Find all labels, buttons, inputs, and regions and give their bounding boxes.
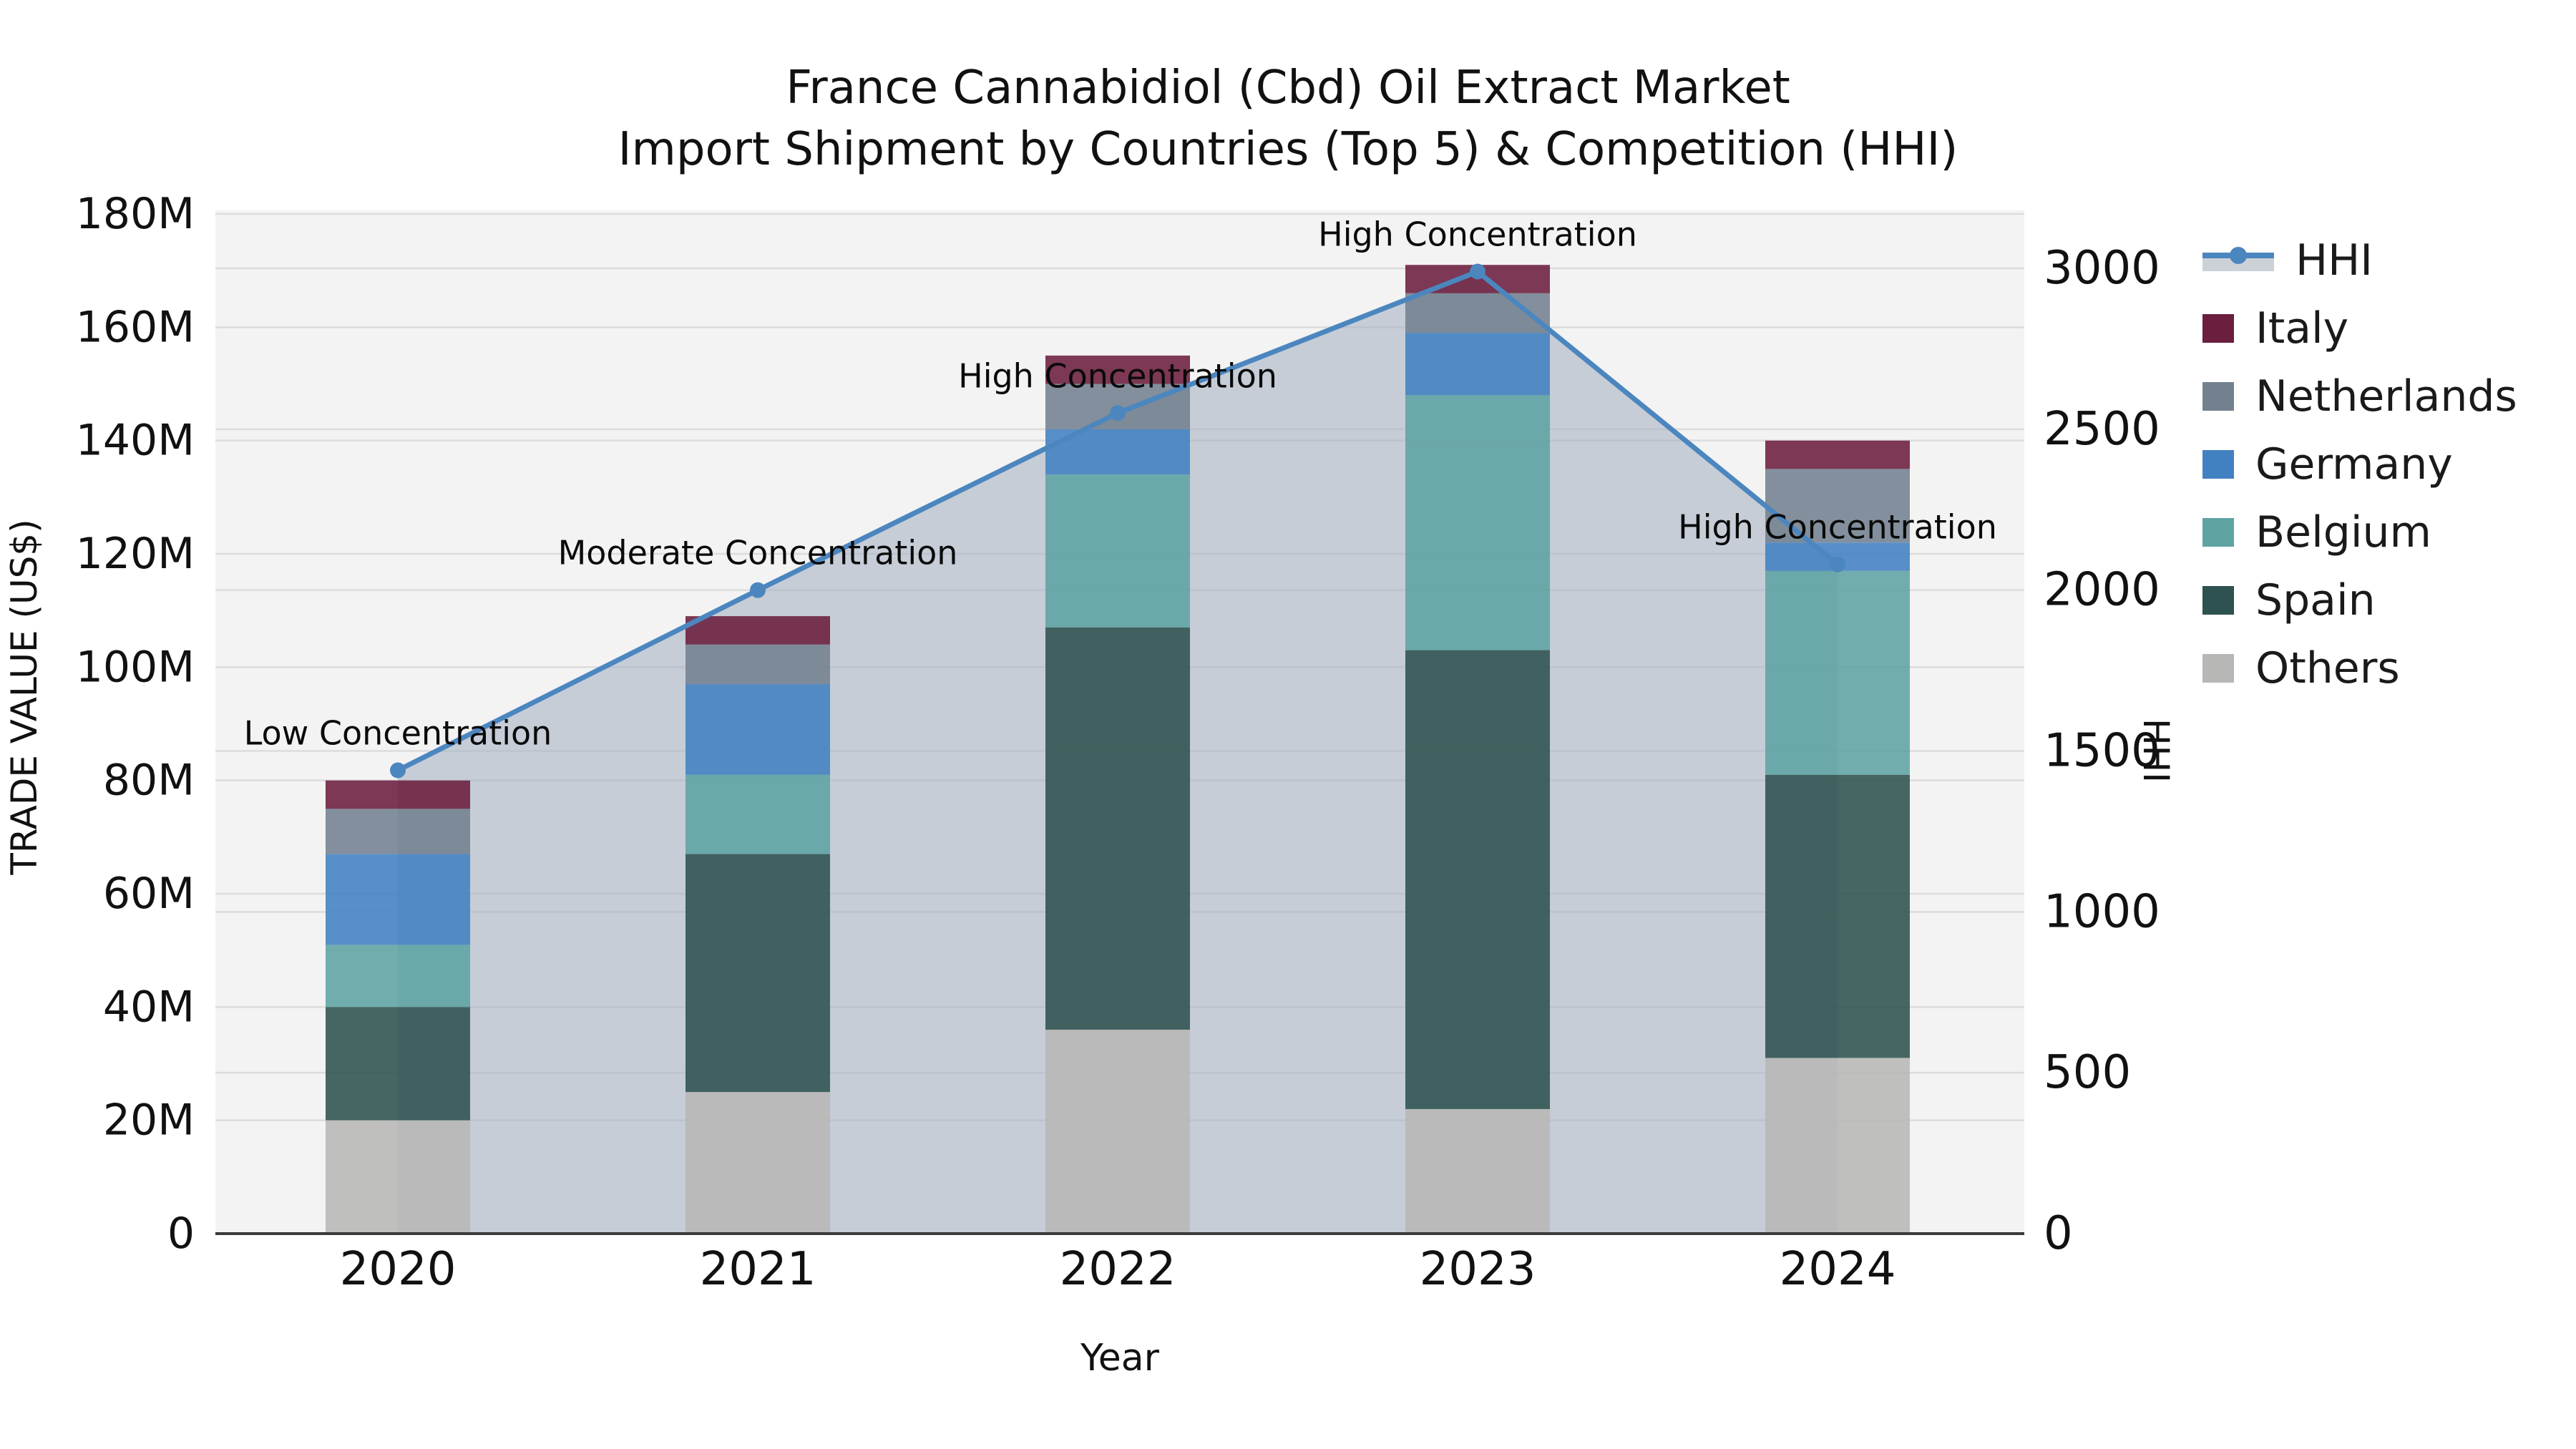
bar-segment-2020-spain — [326, 1007, 470, 1121]
y-right-tick-2500: 2500 — [2044, 403, 2160, 456]
annotation-2020: Low Concentration — [244, 713, 552, 752]
chart-title-line1: France Cannabidiol (Cbd) Oil Extract Mar… — [786, 62, 1790, 114]
y-left-tick-160M: 160M — [76, 302, 195, 352]
legend-swatch-italy — [2202, 313, 2234, 343]
y-left-tick-40M: 40M — [103, 982, 195, 1032]
annotation-2023: High Concentration — [1318, 215, 1637, 253]
y-right-tick-500: 500 — [2044, 1046, 2131, 1099]
bar-segment-2020-germany — [326, 854, 470, 945]
legend-label-italy: Italy — [2255, 303, 2349, 353]
y-left-tick-80M: 80M — [103, 756, 195, 806]
y-left-tick-100M: 100M — [76, 642, 195, 692]
bar-segment-2022-italy — [1045, 355, 1190, 384]
legend-hhi-line-marker-icon — [2202, 244, 2274, 277]
bar-segment-2021-others — [686, 1092, 830, 1234]
annotation-2024: High Concentration — [1678, 508, 1997, 547]
y-left-tick-140M: 140M — [76, 416, 195, 466]
legend: HHI Italy Netherlands Germany Belgium Spain Ot… — [2202, 226, 2517, 702]
bar-segment-2020-belgium — [326, 945, 470, 1008]
y-right-axis-title: HHI — [2135, 718, 2177, 783]
legend-item-netherlands: Netherlands — [2202, 362, 2517, 430]
chart-title: France Cannabidiol (Cbd) Oil Extract Mar… — [0, 57, 2576, 180]
y-left-tick-60M: 60M — [103, 869, 195, 919]
bar-segment-2024-others — [1765, 1058, 1910, 1234]
bar-segment-2023-germany — [1405, 333, 1550, 396]
y-left-tick-120M: 120M — [76, 529, 195, 579]
bar-segment-2020-netherlands — [326, 809, 470, 854]
y-right-tick-2000: 2000 — [2044, 564, 2160, 617]
y-left-tick-180M: 180M — [76, 189, 195, 239]
bar-segment-2024-spain — [1765, 774, 1910, 1058]
legend-swatch-belgium — [2202, 517, 2234, 547]
legend-item-others: Others — [2202, 634, 2517, 702]
x-tick-2020: 2020 — [340, 1243, 457, 1296]
legend-swatch-others — [2202, 653, 2234, 683]
annotation-2022: High Concentration — [958, 356, 1277, 395]
bar-segment-2024-italy — [1765, 440, 1910, 469]
bar-segment-2023-spain — [1405, 650, 1550, 1109]
legend-label-others: Others — [2255, 643, 2400, 693]
x-tick-2021: 2021 — [700, 1243, 816, 1296]
bar-segment-2022-others — [1045, 1030, 1190, 1234]
bar-segment-2024-netherlands — [1765, 469, 1910, 543]
y-right-tick-1000: 1000 — [2044, 885, 2160, 938]
legend-item-hhi: HHI — [2202, 226, 2517, 294]
legend-swatch-germany — [2202, 449, 2234, 479]
legend-swatch-spain — [2202, 585, 2234, 615]
y-left-tick-20M: 20M — [103, 1096, 195, 1146]
bar-segment-2023-belgium — [1405, 395, 1550, 650]
x-tick-2024: 2024 — [1780, 1243, 1896, 1296]
bar-segment-2021-belgium — [686, 774, 830, 854]
bar-segment-2023-others — [1405, 1108, 1550, 1234]
hhi-marker-2024 — [1830, 556, 1845, 572]
legend-item-germany: Germany — [2202, 430, 2517, 498]
hhi-marker-2021 — [750, 582, 766, 598]
bar-segment-2022-spain — [1045, 627, 1190, 1030]
bar-segment-2021-netherlands — [686, 644, 830, 685]
legend-label-spain: Spain — [2255, 575, 2376, 625]
legend-label-hhi: HHI — [2296, 235, 2373, 286]
bar-segment-2021-italy — [686, 616, 830, 645]
y-left-axis-title: TRADE VALUE (US$) — [4, 519, 45, 875]
y-right-tick-3000: 3000 — [2044, 242, 2160, 295]
hhi-marker-2023 — [1470, 263, 1485, 280]
legend-item-spain: Spain — [2202, 566, 2517, 634]
legend-label-netherlands: Netherlands — [2255, 371, 2517, 421]
bar-segment-2021-spain — [686, 854, 830, 1093]
hhi-marker-2020 — [390, 762, 406, 779]
bar-segment-2020-italy — [326, 780, 470, 809]
bar-segment-2021-germany — [686, 684, 830, 775]
y-right-tick-0: 0 — [2044, 1207, 2073, 1260]
legend-item-italy: Italy — [2202, 294, 2517, 362]
y-right-tick-1500: 1500 — [2044, 725, 2160, 778]
legend-item-belgium: Belgium — [2202, 498, 2517, 566]
legend-label-belgium: Belgium — [2255, 507, 2431, 557]
annotation-2021: Moderate Concentration — [558, 534, 958, 572]
bar-segment-2024-belgium — [1765, 570, 1910, 775]
y-left-tick-0: 0 — [167, 1209, 195, 1259]
legend-swatch-netherlands — [2202, 381, 2234, 411]
hhi-marker-2022 — [1110, 405, 1126, 421]
bar-segment-2022-belgium — [1045, 474, 1190, 628]
legend-label-germany: Germany — [2255, 439, 2453, 489]
chart-title-line2: Import Shipment by Countries (Top 5) & C… — [618, 123, 1958, 176]
x-tick-2022: 2022 — [1060, 1243, 1176, 1296]
x-tick-2023: 2023 — [1420, 1243, 1536, 1296]
bar-segment-2020-others — [326, 1120, 470, 1234]
x-axis-title: Year — [1080, 1337, 1160, 1380]
